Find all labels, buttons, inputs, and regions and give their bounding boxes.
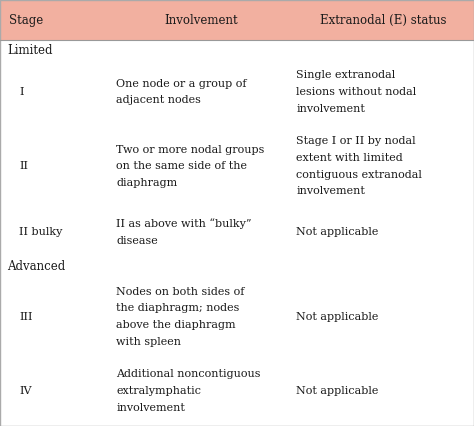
Text: Two or more nodal groups: Two or more nodal groups xyxy=(116,144,264,155)
Text: Nodes on both sides of: Nodes on both sides of xyxy=(116,287,245,296)
Text: One node or a group of: One node or a group of xyxy=(116,79,246,89)
Text: the diaphragm; nodes: the diaphragm; nodes xyxy=(116,303,239,313)
Text: diaphragm: diaphragm xyxy=(116,178,177,188)
Text: II as above with “bulky”: II as above with “bulky” xyxy=(116,219,252,229)
Text: involvement: involvement xyxy=(116,403,185,413)
Text: Single extranodal: Single extranodal xyxy=(296,70,395,80)
Text: above the diaphragm: above the diaphragm xyxy=(116,320,236,330)
Text: Advanced: Advanced xyxy=(7,260,65,273)
Text: III: III xyxy=(19,312,32,322)
Text: disease: disease xyxy=(116,236,158,245)
Text: Involvement: Involvement xyxy=(164,14,238,27)
Text: extralymphatic: extralymphatic xyxy=(116,386,201,396)
Text: II: II xyxy=(19,161,28,171)
Text: extent with limited: extent with limited xyxy=(296,153,403,163)
Text: I: I xyxy=(19,87,23,97)
Text: involvement: involvement xyxy=(296,104,365,114)
Bar xyxy=(0,0,474,40)
Text: Stage: Stage xyxy=(9,14,44,27)
Text: Limited: Limited xyxy=(7,44,53,57)
Text: on the same side of the: on the same side of the xyxy=(116,161,247,171)
Text: with spleen: with spleen xyxy=(116,337,181,347)
Text: lesions without nodal: lesions without nodal xyxy=(296,87,417,97)
Text: Not applicable: Not applicable xyxy=(296,386,379,396)
Text: Stage I or II by nodal: Stage I or II by nodal xyxy=(296,136,416,146)
Text: IV: IV xyxy=(19,386,31,396)
Text: II bulky: II bulky xyxy=(19,227,63,237)
Text: Not applicable: Not applicable xyxy=(296,227,379,237)
Text: Not applicable: Not applicable xyxy=(296,312,379,322)
Text: involvement: involvement xyxy=(296,186,365,196)
Text: Extranodal (E) status: Extranodal (E) status xyxy=(319,14,446,27)
Text: contiguous extranodal: contiguous extranodal xyxy=(296,170,422,180)
Text: adjacent nodes: adjacent nodes xyxy=(116,95,201,105)
Text: Additional noncontiguous: Additional noncontiguous xyxy=(116,369,261,379)
